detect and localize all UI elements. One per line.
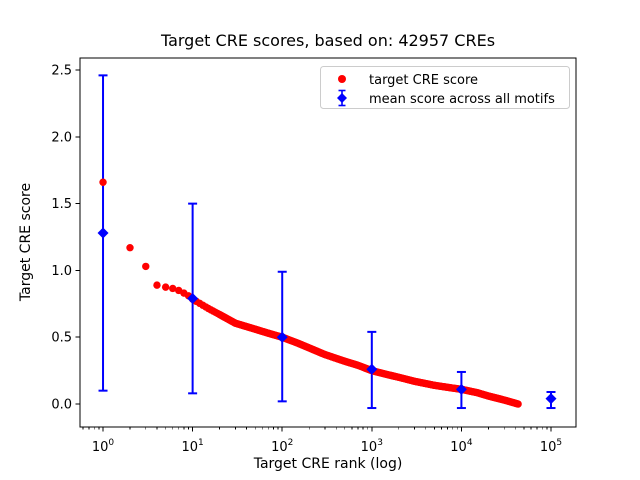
- mean-score-marker: [545, 393, 557, 405]
- target-score-point: [169, 284, 177, 293]
- y-tick-label: 1.0: [51, 264, 72, 279]
- axes-ticks: [75, 69, 552, 432]
- target-score-point: [161, 283, 170, 291]
- legend-label-mean: mean score across all motifs: [369, 92, 555, 107]
- legend-label-target: target CRE score: [369, 73, 478, 88]
- mean-score-marker: [187, 292, 199, 304]
- y-tick-label: 0.0: [51, 398, 72, 413]
- plot-frame: [79, 57, 577, 428]
- mean-score-marker: [97, 227, 109, 239]
- x-tick-label: 100: [92, 438, 115, 455]
- chart-title: Target CRE scores, based on: 42957 CREs: [160, 31, 495, 50]
- target-score-point: [126, 244, 134, 252]
- target-score-series: [99, 178, 522, 408]
- x-tick-label: 104: [450, 438, 473, 455]
- y-tick-label: 1.5: [51, 197, 72, 212]
- target-score-point: [153, 281, 161, 289]
- y-tick-label: 0.5: [51, 331, 72, 346]
- legend-target-marker-icon: [338, 75, 346, 83]
- target-score-point: [142, 262, 150, 271]
- y-tick-label: 2.0: [51, 130, 72, 145]
- target-score-point: [514, 400, 522, 408]
- y-tick-label: 2.5: [51, 64, 72, 79]
- x-tick-label: 101: [181, 438, 203, 455]
- mean-score-marker: [455, 383, 467, 395]
- x-tick-label: 105: [540, 438, 562, 455]
- y-axis-label: Target CRE score: [18, 183, 34, 302]
- x-axis-label: Target CRE rank (log): [253, 456, 403, 472]
- x-tick-label: 102: [271, 438, 293, 455]
- legend: target CRE score mean score across all m…: [320, 66, 570, 109]
- mean-score-markers: [97, 227, 557, 405]
- mean-score-marker: [366, 363, 378, 375]
- mean-score-marker: [276, 331, 288, 343]
- x-tick-label: 103: [361, 438, 383, 455]
- target-score-point: [99, 178, 107, 186]
- legend-mean-marker-icon: [337, 89, 347, 107]
- legend-box: [320, 66, 570, 109]
